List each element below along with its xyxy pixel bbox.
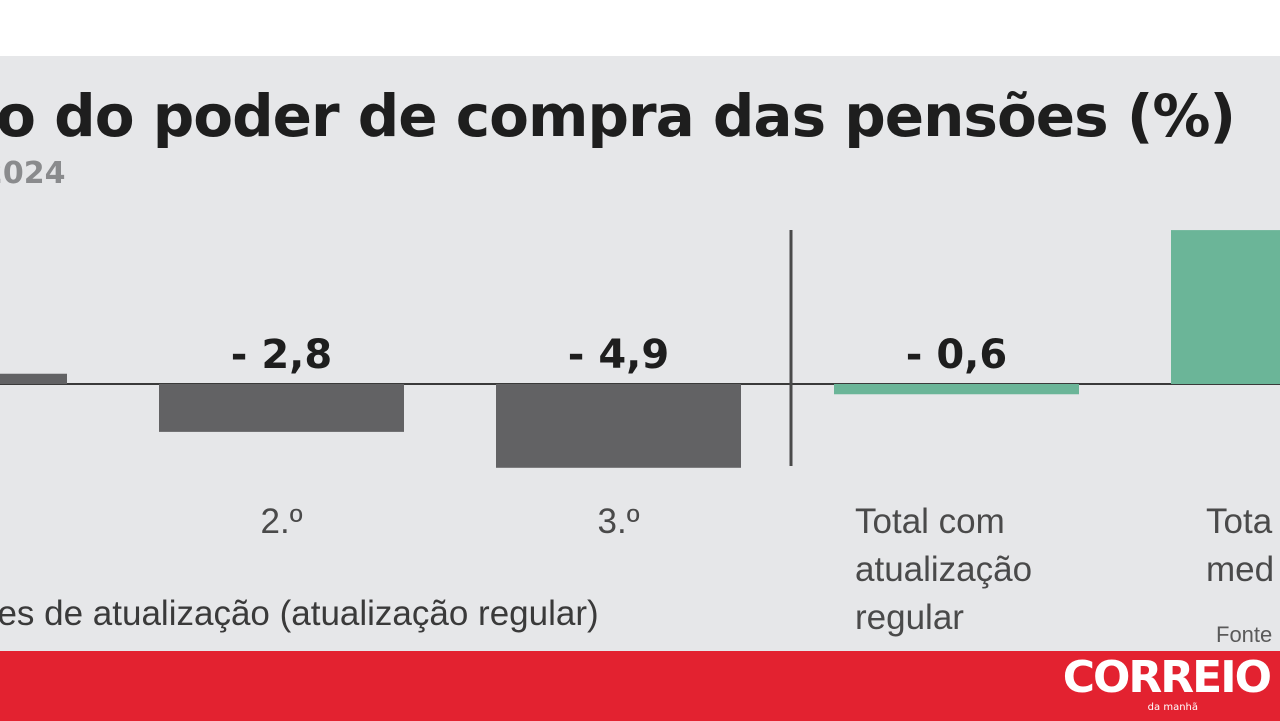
category-label-total-med: Tota med bbox=[1206, 502, 1275, 589]
data-label-1: - 2,8 bbox=[231, 332, 332, 378]
bar-1 bbox=[159, 384, 404, 432]
brand-logo[interactable]: CORREIO bbox=[1062, 652, 1272, 703]
data-label-3: - 0,6 bbox=[906, 332, 1007, 378]
chart-title: ão do poder de compra das pensões (%) bbox=[0, 82, 1236, 150]
category-label-2: 2.º bbox=[260, 502, 303, 541]
bar-4 bbox=[1171, 230, 1280, 384]
chart-subtitle: 2024 bbox=[0, 156, 66, 191]
brand-logo-subtitle: da manhã bbox=[1147, 702, 1198, 713]
data-label-2: - 4,9 bbox=[568, 332, 669, 378]
group-label: ões de atualização (atualização regular) bbox=[0, 594, 599, 633]
category-label-3: 3.º bbox=[597, 502, 640, 541]
top-strip bbox=[0, 0, 1280, 56]
source-label: Fonte bbox=[1216, 622, 1273, 647]
chart-panel: ão do poder de compra das pensões (%) 20… bbox=[0, 56, 1280, 651]
bar-3 bbox=[834, 384, 1079, 395]
bar-0 bbox=[0, 373, 67, 384]
footer-bar: CORREIO da manhã bbox=[0, 651, 1280, 721]
bar-2 bbox=[496, 384, 741, 468]
category-label-total-regular: Total com atualização regular bbox=[855, 502, 1033, 637]
bar-chart: - 2,8- 4,9- 0,69 bbox=[0, 180, 1280, 468]
